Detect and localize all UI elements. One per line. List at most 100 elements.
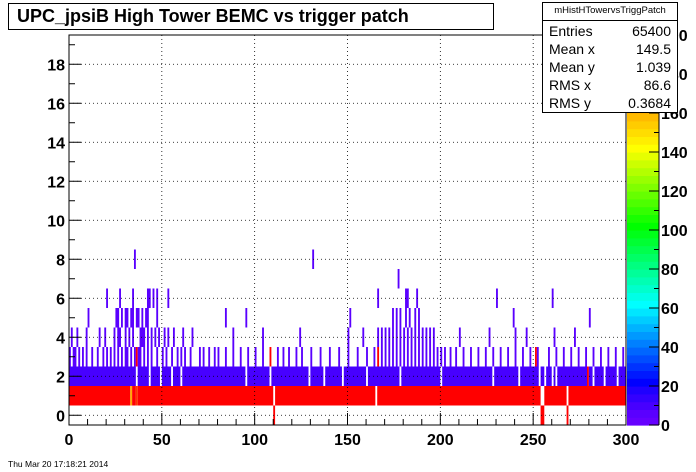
heat-cell xyxy=(484,347,487,367)
heat-cell xyxy=(143,347,146,367)
heat-cell xyxy=(418,327,420,347)
heat-cell xyxy=(440,347,443,367)
palette-swatch xyxy=(627,245,659,254)
heat-cell xyxy=(161,366,172,386)
axes: 0 50 100 150 200 250 300 0 2 4 6 8 10 12 14 16 18 xyxy=(47,44,639,449)
palette-swatch xyxy=(627,152,659,161)
heat-cell xyxy=(82,347,84,367)
heat-cell xyxy=(607,347,610,367)
stat-rms-x-label: RMS x xyxy=(549,77,591,93)
heat-cell xyxy=(555,347,558,367)
palette-swatch xyxy=(627,230,659,239)
title-box: UPC_jpsiB High Tower BEMC vs trigger pat… xyxy=(8,3,494,30)
heat-cell xyxy=(380,347,383,367)
heatmap-cells xyxy=(69,249,626,425)
heat-cell xyxy=(133,347,136,367)
y-tick-label: 4 xyxy=(56,330,65,347)
heat-cell xyxy=(568,386,626,406)
heat-cell xyxy=(69,366,136,386)
palette-swatch xyxy=(627,308,659,317)
palette-swatch xyxy=(627,253,659,262)
heat-cell xyxy=(551,288,554,308)
heat-cell xyxy=(282,347,285,367)
stat-mean-y-value: 1.039 xyxy=(635,59,671,75)
heat-cell xyxy=(494,366,519,386)
stat-entries-label: Entries xyxy=(549,23,593,39)
heat-cell xyxy=(102,347,105,367)
heat-cell xyxy=(588,308,591,328)
stat-mean-x-value: 149.5 xyxy=(635,41,671,57)
heat-cell xyxy=(135,386,138,406)
heat-cell xyxy=(577,347,580,367)
palette-swatch xyxy=(627,167,659,176)
heat-cell xyxy=(343,366,367,386)
heat-cell xyxy=(117,347,120,367)
y-tick-label: 16 xyxy=(47,96,65,113)
heat-cell xyxy=(395,327,398,347)
heat-cell xyxy=(557,366,588,386)
heat-cell xyxy=(470,347,472,367)
heat-cell xyxy=(622,347,625,367)
heat-cell xyxy=(525,327,528,347)
heat-cell xyxy=(254,347,257,367)
heat-cell xyxy=(377,347,380,367)
heat-cell xyxy=(405,288,409,308)
palette-tick-label: 60 xyxy=(661,301,679,318)
palette-swatch xyxy=(627,378,659,387)
heat-cell xyxy=(85,327,88,347)
heat-cell xyxy=(150,366,160,386)
palette-swatch xyxy=(627,323,659,332)
heat-cell xyxy=(384,347,387,367)
palette-swatch xyxy=(627,214,659,223)
heat-cell xyxy=(512,308,515,328)
palette-swatch xyxy=(627,354,659,364)
heat-cell xyxy=(406,327,409,347)
heat-cell xyxy=(232,347,235,367)
heat-cell xyxy=(403,327,406,347)
palette-swatch xyxy=(627,120,659,130)
heat-cell xyxy=(566,405,569,425)
palette-tick-label: 0 xyxy=(661,418,670,435)
heat-cell xyxy=(414,347,417,367)
heat-cell xyxy=(161,347,164,367)
palette-swatch xyxy=(627,261,659,270)
heat-cell xyxy=(546,366,552,386)
heat-cell xyxy=(492,347,495,367)
heat-cell xyxy=(247,366,270,386)
heat-cell xyxy=(299,327,302,347)
heat-cell xyxy=(150,327,153,347)
palette-swatch xyxy=(627,417,659,426)
heat-cell xyxy=(146,347,149,367)
heat-cell xyxy=(146,288,151,308)
heat-cell xyxy=(392,347,394,367)
heat-cell xyxy=(395,308,398,328)
heat-cell xyxy=(98,327,101,347)
heat-cell xyxy=(130,386,133,406)
y-tick-label: 14 xyxy=(47,135,65,152)
heat-cell xyxy=(444,347,446,367)
heat-cell xyxy=(184,347,186,367)
heat-cell xyxy=(421,347,424,367)
x-tick-label: 200 xyxy=(427,432,454,449)
palette-swatch xyxy=(627,401,659,410)
heat-cell xyxy=(217,347,220,367)
heat-cell xyxy=(124,347,129,367)
heat-cell xyxy=(536,347,539,367)
heat-cell xyxy=(180,347,183,367)
palette-swatch xyxy=(627,237,659,247)
stat-mean-y-label: Mean y xyxy=(549,59,595,75)
heat-cell xyxy=(425,327,428,347)
palette-tick-label: 80 xyxy=(661,262,679,279)
heat-cell xyxy=(514,347,517,367)
heat-cell xyxy=(462,347,465,367)
heat-cell xyxy=(158,327,160,347)
palette-swatch xyxy=(627,284,659,293)
heat-cell xyxy=(405,308,407,328)
heat-cell xyxy=(362,327,365,347)
heat-cell xyxy=(408,308,411,328)
heat-cell xyxy=(418,347,420,367)
heat-cell xyxy=(562,347,565,367)
heat-cell xyxy=(399,347,402,367)
heat-cell xyxy=(414,308,417,328)
palette-swatch xyxy=(627,198,659,208)
